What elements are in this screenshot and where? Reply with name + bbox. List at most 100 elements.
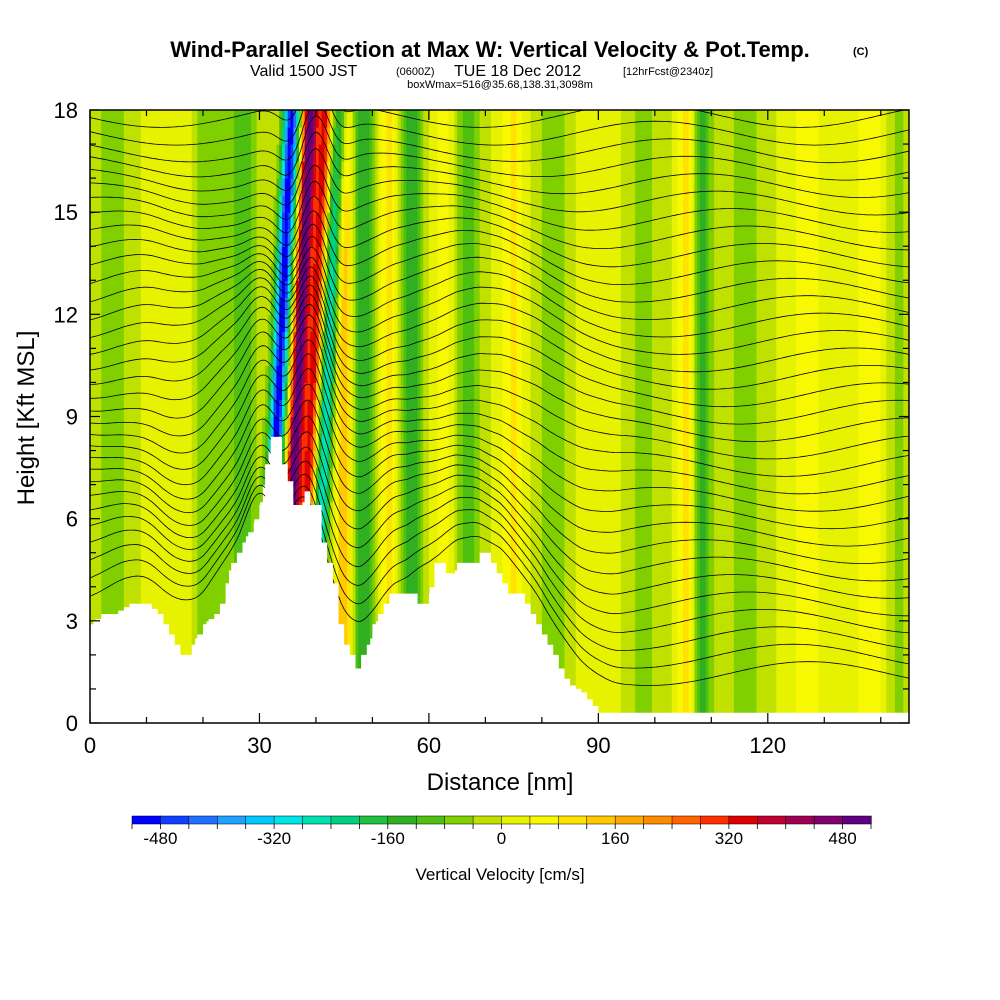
velocity-cell bbox=[152, 297, 156, 315]
velocity-cell bbox=[171, 161, 176, 179]
velocity-cell bbox=[149, 552, 153, 571]
velocity-cell bbox=[293, 297, 297, 315]
velocity-cell bbox=[406, 314, 410, 332]
velocity-cell bbox=[386, 280, 390, 298]
velocity-cell bbox=[561, 280, 566, 298]
velocity-cell bbox=[369, 127, 374, 145]
velocity-cell bbox=[112, 246, 117, 264]
velocity-cell bbox=[248, 229, 252, 247]
velocity-cell bbox=[321, 433, 326, 452]
velocity-cell bbox=[465, 501, 470, 520]
velocity-cell bbox=[454, 178, 458, 196]
velocity-cell bbox=[485, 280, 489, 298]
velocity-cell bbox=[536, 348, 540, 367]
velocity-cell bbox=[570, 620, 574, 639]
velocity-cell bbox=[527, 501, 532, 520]
velocity-cell bbox=[451, 110, 455, 128]
velocity-cell bbox=[567, 365, 571, 384]
velocity-cell bbox=[395, 501, 399, 520]
velocity-cell bbox=[248, 501, 252, 520]
velocity-cell bbox=[115, 433, 119, 452]
velocity-cell bbox=[169, 229, 173, 247]
velocity-cell bbox=[304, 127, 309, 145]
velocity-cell bbox=[126, 297, 131, 315]
velocity-cell bbox=[395, 331, 399, 349]
velocity-cell bbox=[259, 195, 263, 213]
velocity-cell bbox=[440, 195, 444, 213]
velocity-cell bbox=[202, 280, 207, 298]
velocity-cell bbox=[157, 399, 162, 418]
velocity-cell bbox=[499, 229, 503, 247]
velocity-cell bbox=[420, 127, 424, 145]
velocity-cell bbox=[428, 110, 433, 128]
velocity-cell bbox=[465, 229, 470, 247]
velocity-cell bbox=[459, 144, 464, 162]
velocity-cell bbox=[202, 127, 207, 145]
velocity-cell bbox=[236, 161, 241, 179]
velocity-cell bbox=[459, 263, 464, 281]
velocity-cell bbox=[417, 399, 422, 418]
velocity-cell bbox=[332, 212, 337, 230]
velocity-cell bbox=[431, 348, 436, 367]
velocity-cell bbox=[386, 450, 390, 469]
velocity-cell bbox=[496, 314, 501, 332]
velocity-cell bbox=[344, 535, 348, 554]
velocity-cell bbox=[313, 314, 317, 332]
velocity-cell bbox=[188, 637, 193, 656]
velocity-cell bbox=[366, 586, 371, 605]
velocity-cell bbox=[513, 280, 518, 298]
velocity-cell bbox=[539, 433, 543, 452]
velocity-cell bbox=[109, 314, 114, 332]
velocity-cell bbox=[369, 331, 374, 349]
velocity-cell bbox=[121, 365, 125, 384]
velocity-cell bbox=[200, 552, 204, 571]
velocity-cell bbox=[397, 331, 402, 349]
velocity-cell bbox=[383, 552, 388, 571]
velocity-cell bbox=[380, 161, 385, 179]
velocity-cell bbox=[541, 280, 546, 298]
velocity-cell bbox=[575, 416, 580, 435]
velocity-cell bbox=[513, 144, 518, 162]
velocity-cell bbox=[572, 297, 577, 315]
velocity-cell bbox=[101, 314, 105, 332]
velocity-cell bbox=[231, 263, 235, 281]
velocity-cell bbox=[479, 365, 484, 384]
velocity-cell bbox=[363, 535, 368, 554]
velocity-cell bbox=[109, 467, 114, 486]
velocity-cell bbox=[493, 416, 498, 435]
velocity-cell bbox=[191, 518, 196, 537]
velocity-cell bbox=[219, 110, 224, 128]
velocity-cell bbox=[541, 331, 546, 349]
velocity-cell bbox=[428, 467, 433, 486]
velocity-cell bbox=[493, 331, 498, 349]
velocity-cell bbox=[188, 144, 193, 162]
velocity-cell bbox=[575, 127, 580, 145]
velocity-cell bbox=[205, 603, 210, 622]
velocity-cell bbox=[372, 110, 376, 128]
velocity-cell bbox=[375, 501, 379, 520]
velocity-cell bbox=[349, 195, 354, 213]
velocity-cell bbox=[174, 433, 179, 452]
velocity-cell bbox=[298, 161, 303, 179]
velocity-cell bbox=[482, 297, 486, 315]
velocity-cell bbox=[188, 569, 193, 588]
velocity-cell bbox=[335, 467, 340, 486]
velocity-cell bbox=[183, 484, 187, 503]
velocity-cell bbox=[448, 246, 453, 264]
velocity-cell bbox=[507, 382, 512, 401]
velocity-cell bbox=[544, 246, 549, 264]
velocity-cell bbox=[533, 280, 537, 298]
velocity-cell bbox=[547, 212, 551, 230]
velocity-cell bbox=[197, 297, 201, 315]
velocity-cell bbox=[561, 620, 566, 639]
velocity-cell bbox=[219, 586, 224, 605]
velocity-cell bbox=[211, 416, 215, 435]
velocity-cell bbox=[186, 314, 190, 332]
velocity-cell bbox=[332, 552, 337, 571]
velocity-cell bbox=[315, 433, 320, 452]
velocity-cell bbox=[101, 365, 105, 384]
velocity-cell bbox=[426, 178, 430, 196]
velocity-cell bbox=[409, 263, 413, 281]
velocity-cell bbox=[567, 603, 571, 622]
velocity-cell bbox=[544, 586, 549, 605]
